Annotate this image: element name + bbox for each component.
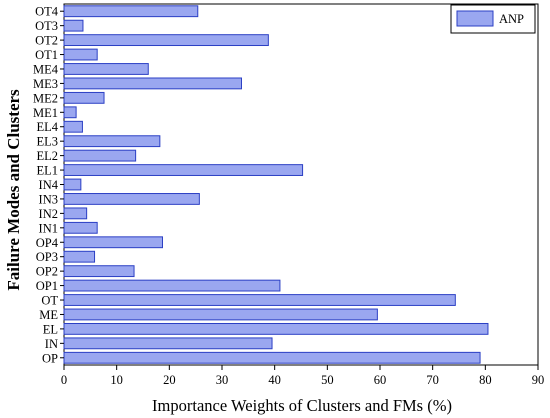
y-tick-label: ME (39, 308, 58, 322)
y-tick-label: IN4 (39, 178, 59, 192)
y-tick-label: OT2 (35, 34, 58, 48)
bar-op3 (63, 250, 96, 263)
y-tick-label: OP (42, 351, 58, 365)
bar-op1 (63, 279, 281, 292)
bar-me4 (63, 63, 149, 75)
x-tick-label: 40 (268, 373, 281, 387)
y-tick-label: EL4 (36, 120, 58, 134)
y-tick-label: ME2 (33, 91, 58, 105)
y-tick-label: OT1 (35, 48, 58, 62)
y-tick-label: ME1 (33, 106, 58, 120)
bars-group (63, 5, 489, 364)
x-tick-label: 70 (426, 373, 439, 387)
y-tick-label: OP4 (36, 236, 59, 250)
bar-ot3 (63, 19, 84, 32)
y-axis-ticks: OPINELMEOTOP1OP2OP3OP4IN1IN2IN3IN4EL1EL2… (33, 5, 64, 365)
bar-me1 (63, 106, 77, 119)
y-tick-label: EL1 (36, 164, 58, 178)
bar-el1 (63, 164, 304, 176)
y-tick-label: OT4 (35, 5, 59, 19)
legend-swatch (456, 10, 494, 27)
y-tick-label: EL (43, 322, 58, 336)
y-tick-label: OP2 (36, 265, 58, 279)
y-tick-label: OP1 (36, 279, 58, 293)
bar-op4 (63, 236, 163, 249)
x-axis-title: Importance Weights of Clusters and FMs (… (152, 396, 452, 415)
bar-ot2 (63, 34, 269, 47)
y-tick-label: IN2 (39, 207, 58, 221)
bar-in1 (63, 221, 98, 234)
bar-ot1 (63, 48, 98, 61)
bar-in2 (63, 207, 88, 220)
y-tick-label: EL2 (36, 149, 58, 163)
bar-in (63, 337, 273, 350)
bar-me3 (63, 77, 242, 90)
bar-in3 (63, 193, 200, 205)
y-tick-label: ME4 (33, 62, 59, 76)
y-tick-label: IN3 (39, 192, 58, 206)
y-tick-label: EL3 (36, 135, 58, 149)
x-tick-label: 20 (163, 373, 176, 387)
y-tick-label: ME3 (33, 77, 58, 91)
x-tick-label: 80 (479, 373, 492, 387)
y-axis-title: Failure Modes and Clusters (4, 89, 23, 291)
y-tick-label: OP3 (36, 250, 58, 264)
bar-el3 (63, 135, 161, 148)
x-tick-label: 50 (321, 373, 334, 387)
legend: ANP (450, 4, 536, 34)
bar-el4 (63, 120, 83, 133)
x-axis-ticks: 0 10 20 30 40 50 60 70 80 90 (61, 365, 544, 387)
bar-el (63, 322, 489, 335)
legend-label: ANP (499, 12, 524, 26)
x-tick-label: 0 (61, 373, 67, 387)
bar-me (63, 308, 378, 321)
bar-in4 (63, 178, 82, 191)
bar-op (63, 351, 481, 364)
x-tick-label: 30 (216, 373, 229, 387)
bar-ot4 (63, 5, 199, 18)
bar-ot (63, 294, 456, 306)
bar-el2 (63, 149, 137, 162)
x-tick-label: 10 (110, 373, 123, 387)
y-tick-label: IN (45, 337, 58, 351)
x-tick-label: 60 (374, 373, 387, 387)
bar-me2 (63, 91, 105, 104)
y-tick-label: OT3 (35, 19, 58, 33)
bar-op2 (63, 265, 135, 278)
y-tick-label: IN1 (39, 221, 58, 235)
x-tick-label: 90 (532, 373, 545, 387)
y-tick-label: OT (41, 294, 58, 308)
